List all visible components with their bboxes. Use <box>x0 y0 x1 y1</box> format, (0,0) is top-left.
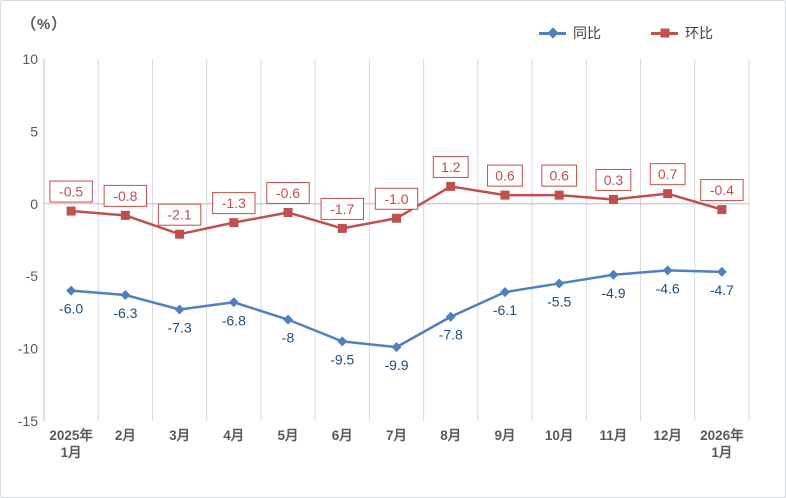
x-tick-label: 5月 <box>278 428 299 443</box>
legend-item-label: 同比 <box>573 25 601 41</box>
square-marker <box>283 207 293 217</box>
square-marker <box>120 210 130 220</box>
x-tick-label: 7月 <box>386 428 407 443</box>
data-label-box <box>700 179 744 202</box>
data-label: -7.3 <box>168 320 192 336</box>
data-label: -2.1 <box>168 207 192 223</box>
square-marker <box>500 190 510 200</box>
square-marker <box>337 223 347 233</box>
data-label: -9.5 <box>330 351 354 367</box>
data-label-box <box>103 184 148 207</box>
data-label: -4.9 <box>601 285 625 301</box>
data-label: -9.9 <box>384 357 408 373</box>
data-label: -0.8 <box>113 188 137 204</box>
data-label: 1.2 <box>441 159 461 175</box>
square-marker <box>392 213 401 223</box>
data-label: -6.3 <box>113 305 137 321</box>
diamond-marker <box>337 336 348 347</box>
square-marker <box>554 190 564 200</box>
data-label: -1.7 <box>330 201 354 217</box>
data-label: 0.6 <box>495 168 515 184</box>
y-axis-unit-label: （%） <box>21 16 68 33</box>
data-label: -8 <box>282 330 295 346</box>
diamond-marker <box>228 297 239 308</box>
square-marker <box>229 218 239 228</box>
diamond-marker <box>66 285 77 296</box>
data-label-box <box>432 155 469 178</box>
diamond-marker <box>391 342 402 353</box>
legend: 同比 环比 <box>539 23 713 43</box>
square-marker <box>608 194 618 204</box>
x-tick-label: 10月 <box>545 428 574 443</box>
y-tick-label: -10 <box>18 341 38 357</box>
square-marker <box>446 181 456 191</box>
legend-item-label: 环比 <box>685 25 713 41</box>
data-label: -0.5 <box>59 184 83 200</box>
square-marker <box>66 206 76 216</box>
data-label: -0.6 <box>276 185 300 201</box>
data-label-box <box>595 168 632 191</box>
legend-item-huanbi[interactable]: 环比 <box>651 23 713 43</box>
data-label-box <box>266 181 310 204</box>
data-label-box <box>320 197 364 220</box>
x-tick-label: 4月 <box>223 428 244 443</box>
data-label-box <box>212 192 256 215</box>
data-label: 0.6 <box>549 168 569 184</box>
data-label: -6.8 <box>222 312 246 328</box>
data-label-box <box>487 164 523 187</box>
y-tick-label: 10 <box>22 51 38 67</box>
y-tick-label: 5 <box>30 123 38 139</box>
x-tick-label: 2月 <box>115 428 136 443</box>
data-label: -4.6 <box>656 280 680 296</box>
x-tick-label: 12月 <box>653 428 682 443</box>
x-tick-label: 8月 <box>440 428 461 443</box>
huanbi-legend-line-icon <box>651 28 678 38</box>
data-label: -6.0 <box>59 301 83 317</box>
diamond-marker <box>716 266 727 277</box>
diamond-marker <box>120 290 131 301</box>
diamond-marker <box>174 304 185 315</box>
x-tick-label: 9月 <box>494 428 515 443</box>
data-label: -1.3 <box>222 195 246 211</box>
data-label-box <box>49 180 93 203</box>
diamond-marker <box>499 287 510 298</box>
data-label-box <box>374 187 419 210</box>
x-tick-label: 11月 <box>600 428 628 443</box>
data-label: -4.7 <box>710 282 734 298</box>
diamond-marker <box>283 314 294 325</box>
diamond-marker <box>554 278 565 289</box>
x-tick-label: 2026年 1月 <box>700 427 744 460</box>
diamond-marker <box>662 265 673 276</box>
data-label-box <box>157 203 202 226</box>
x-tick-label: 6月 <box>332 428 353 443</box>
data-label-box <box>649 163 686 186</box>
data-label: -0.4 <box>710 182 734 198</box>
data-label: 0.7 <box>658 166 678 182</box>
square-marker <box>717 205 727 215</box>
diamond-marker <box>608 269 619 280</box>
series-line-同比 <box>71 269 722 349</box>
data-label-box <box>541 164 578 187</box>
y-tick-label: -5 <box>26 268 39 284</box>
data-label: -5.5 <box>547 293 571 309</box>
square-marker <box>175 229 185 239</box>
square-marker-icon <box>660 28 669 38</box>
data-label: -1.0 <box>384 191 408 207</box>
x-tick-label: 2025年 1月 <box>49 427 93 460</box>
y-tick-label: -15 <box>18 413 38 429</box>
x-tick-label: 3月 <box>169 428 190 443</box>
square-marker <box>663 189 673 199</box>
data-label: 0.3 <box>604 172 624 188</box>
data-label: -7.8 <box>439 327 463 343</box>
diamond-marker <box>445 311 456 322</box>
tongbi-legend-line-icon <box>539 27 566 39</box>
legend-item-tongbi[interactable]: 同比 <box>539 23 601 43</box>
data-label: -6.1 <box>493 302 517 318</box>
y-tick-label: 0 <box>30 196 38 212</box>
